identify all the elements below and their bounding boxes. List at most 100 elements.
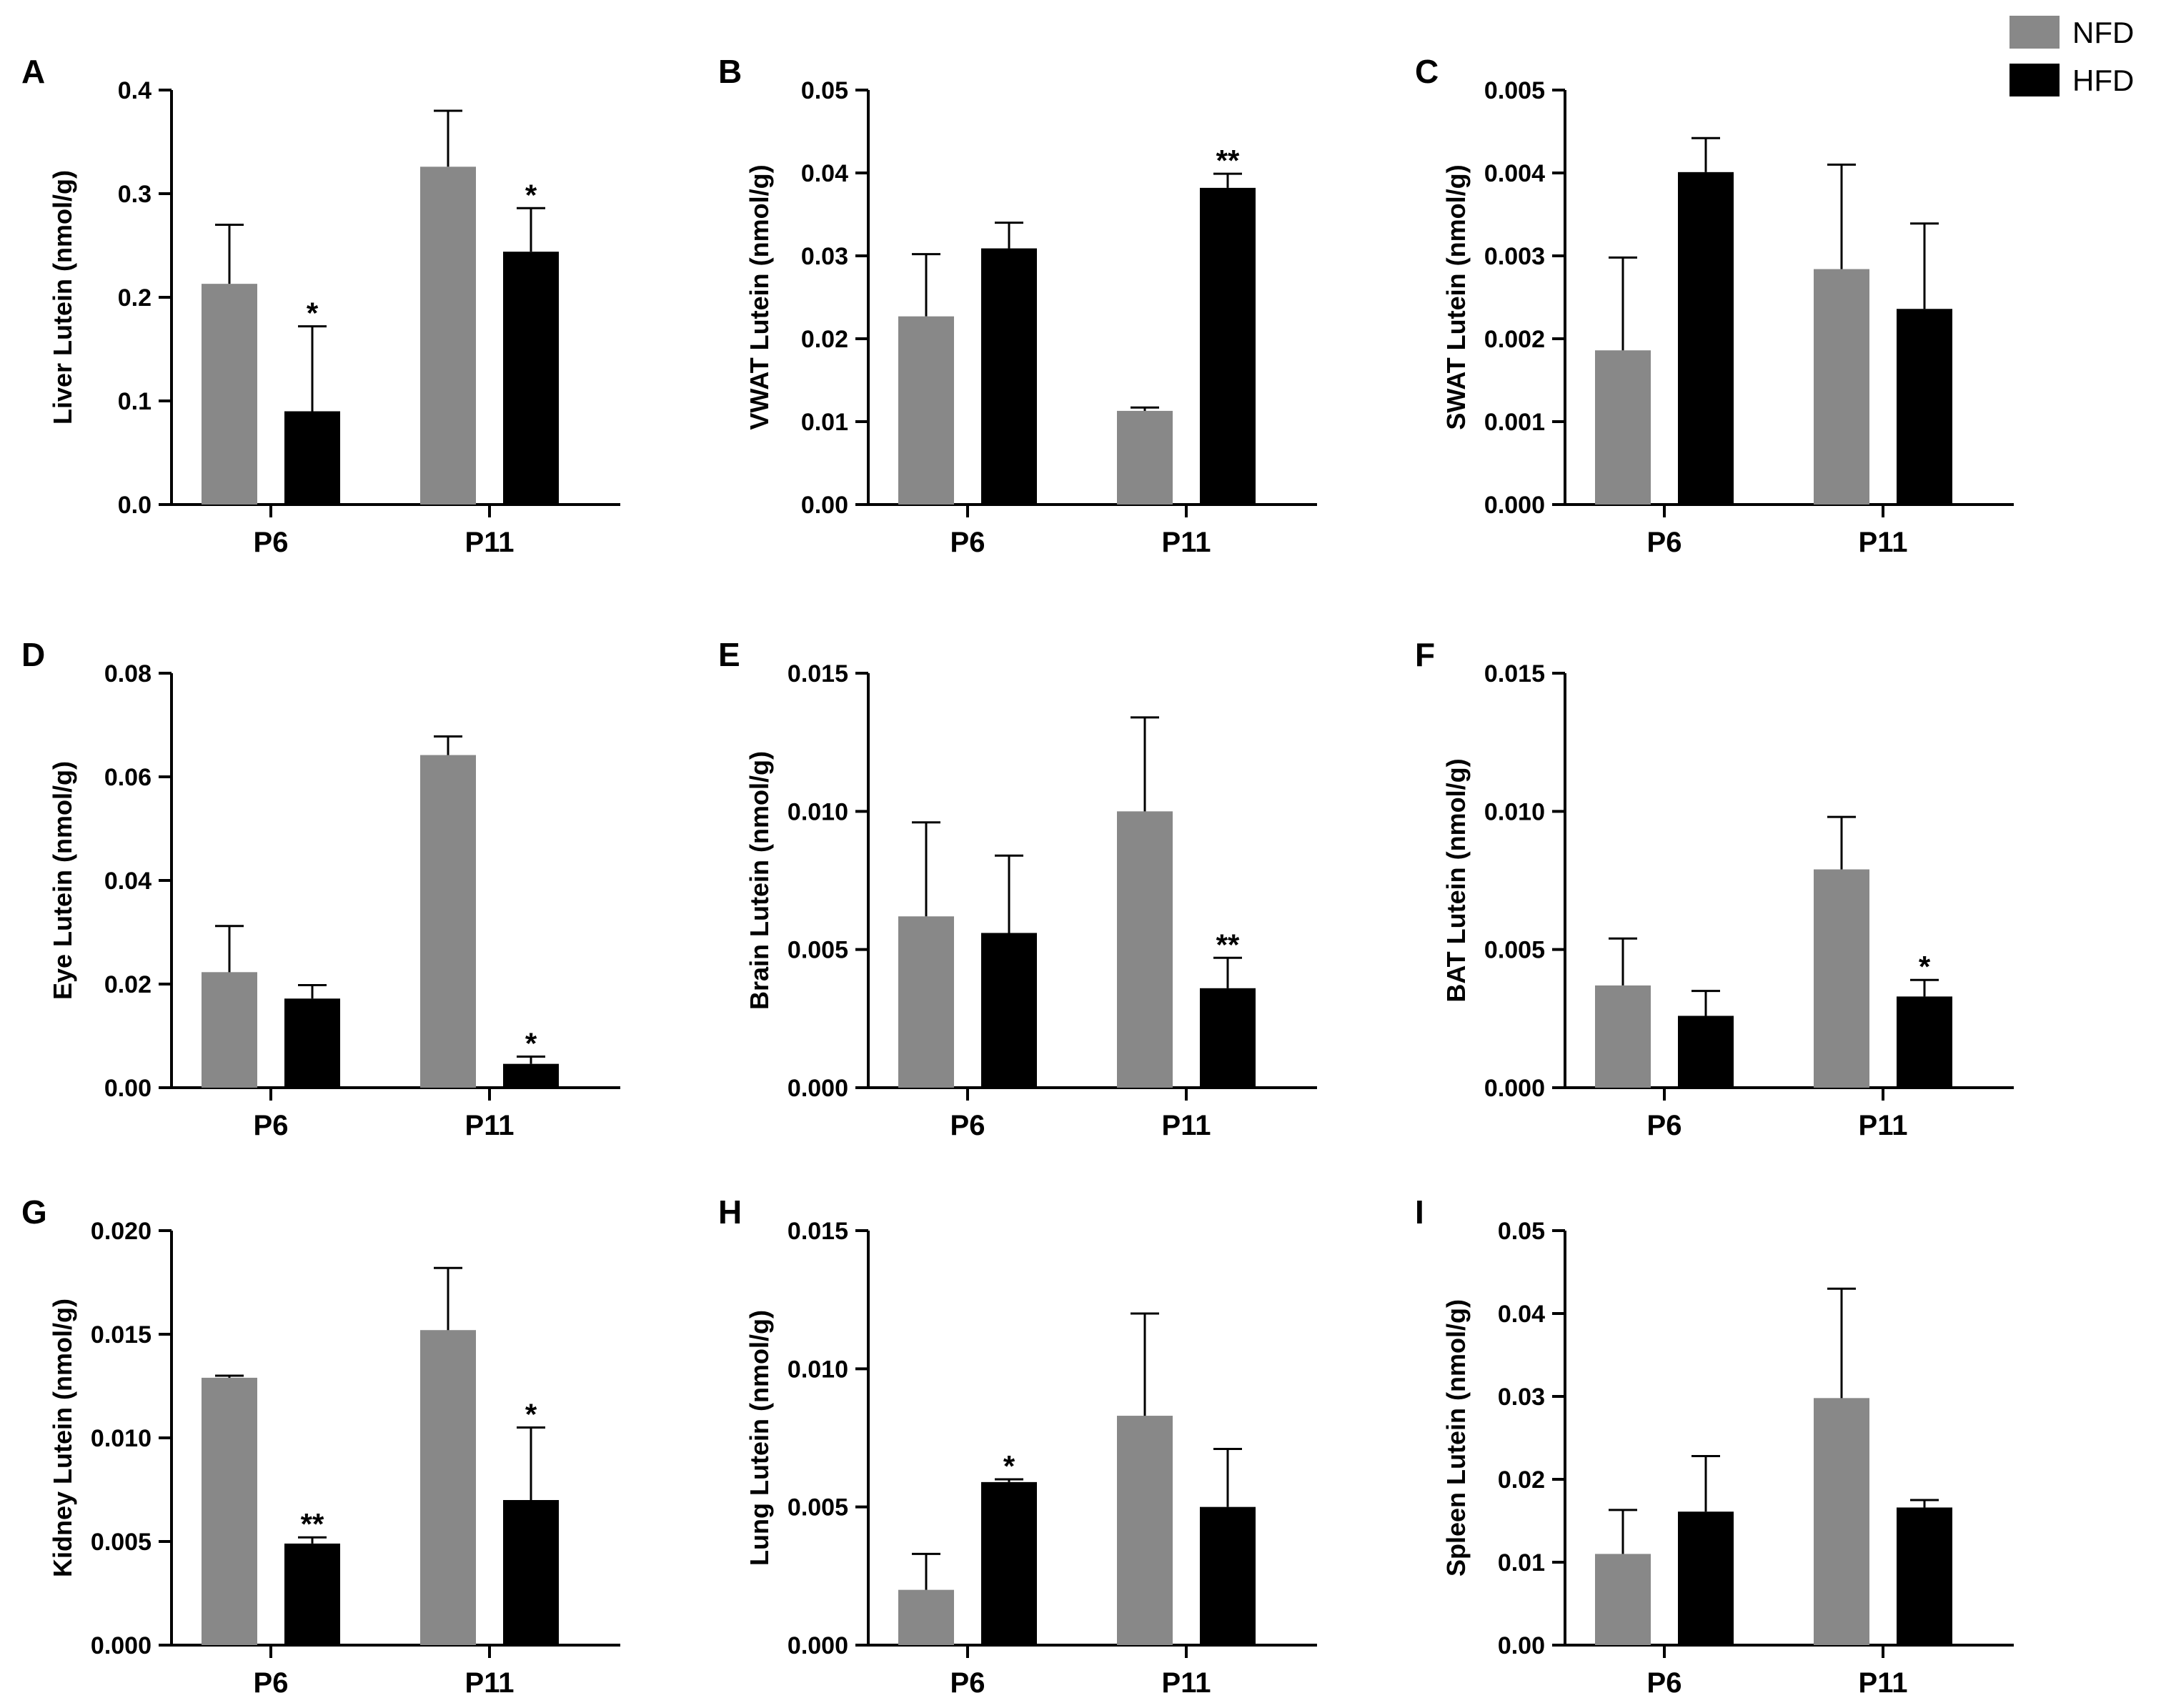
y-tick-label-b: 0.04: [801, 160, 848, 187]
y-tick-label-f: 0.005: [1484, 937, 1545, 964]
x-tick-label-f-p11: P11: [1859, 1110, 1908, 1141]
panel-a: A Liver Lutein (nmol/g) 0.0 0.1 0.2 0.3 0.4 * P6…: [21, 53, 620, 558]
bar-e-hfd-p6: [981, 933, 1037, 1088]
bar-c-hfd-p6: [1678, 172, 1734, 505]
significance-mark-a: *: [307, 297, 319, 330]
bar-d-hfd-p6: [284, 998, 340, 1088]
y-tick-label-a: 0.3: [118, 181, 151, 208]
x-tick-label-a-p6: P6: [254, 527, 289, 558]
panel-f: F BAT Lutein (nmol/g) 0.000 0.005 0.010 0.015…: [1415, 636, 2014, 1141]
panel-letter-b: B: [718, 53, 742, 90]
bar-b-nfd-p6: [898, 316, 954, 505]
panel-h: H Lung Lutein (nmol/g) 0.000 0.005 0.010 0.01…: [718, 1193, 1317, 1699]
legend-swatch-nfd: [2009, 16, 2060, 49]
bar-b-hfd-p6: [981, 248, 1037, 505]
panel-letter-e: E: [718, 636, 740, 673]
legend: NFD HFD: [2009, 16, 2134, 97]
x-tick-label-h-p11: P11: [1162, 1667, 1211, 1699]
y-tick-label-b: 0.02: [801, 326, 848, 353]
y-tick-label-i: 0.03: [1498, 1384, 1545, 1411]
bar-c-hfd-p11: [1897, 309, 1952, 505]
panel-letter-f: F: [1415, 636, 1435, 673]
significance-mark-e: **: [1216, 928, 1240, 961]
y-tick-label-d: 0.00: [104, 1075, 151, 1102]
bar-d-hfd-p11: [503, 1063, 559, 1088]
panel-letter-d: D: [21, 636, 45, 673]
significance-mark-b: **: [1216, 144, 1240, 177]
x-tick-label-d-p11: P11: [465, 1110, 515, 1141]
significance-mark-h: *: [1003, 1449, 1015, 1483]
bar-c-nfd-p11: [1814, 269, 1869, 505]
bar-h-nfd-p6: [898, 1589, 954, 1645]
y-tick-label-b: 0.00: [801, 492, 848, 519]
panel-d: D Eye Lutein (nmol/g) 0.00 0.02 0.04 0.06 0.08…: [21, 636, 620, 1141]
y-tick-label-a: 0.0: [118, 492, 151, 519]
y-tick-label-b: 0.01: [801, 409, 848, 436]
y-tick-label-e: 0.005: [788, 937, 848, 964]
y-tick-label-c: 0.001: [1484, 409, 1545, 436]
x-tick-label-g-p6: P6: [254, 1667, 289, 1699]
y-tick-label-b: 0.03: [801, 243, 848, 270]
y-axis-title-e: Brain Lutein (nmol/g): [745, 751, 774, 1010]
bar-e-nfd-p6: [898, 916, 954, 1088]
x-tick-label-c-p11: P11: [1859, 527, 1908, 558]
y-tick-label-h: 0.000: [788, 1632, 848, 1659]
y-tick-label-d: 0.02: [104, 971, 151, 998]
bar-i-hfd-p6: [1678, 1511, 1734, 1645]
y-axis-title-a: Liver Lutein (nmol/g): [48, 170, 77, 424]
bar-f-nfd-p6: [1595, 985, 1651, 1088]
y-tick-label-c: 0.000: [1484, 492, 1545, 519]
panel-b: B VWAT Lutein (nmol/g) 0.00 0.01 0.02 0.03 0.0…: [718, 53, 1317, 558]
panel-g: G Kidney Lutein (nmol/g) 0.000 0.005 0.010 0.…: [21, 1193, 620, 1699]
y-tick-label-g: 0.005: [91, 1529, 151, 1556]
bar-h-nfd-p11: [1117, 1416, 1173, 1645]
bar-f-hfd-p6: [1678, 1016, 1734, 1088]
y-tick-label-e: 0.000: [788, 1075, 848, 1102]
y-tick-label-h: 0.015: [788, 1218, 848, 1245]
bar-i-nfd-p6: [1595, 1554, 1651, 1645]
bar-b-nfd-p11: [1117, 410, 1173, 505]
y-tick-label-d: 0.08: [104, 660, 151, 687]
bar-d-nfd-p6: [202, 972, 257, 1088]
significance-mark-g: *: [525, 1398, 537, 1431]
y-axis-title-c: SWAT Lutein (nmol/g): [1441, 164, 1471, 430]
y-tick-label-f: 0.000: [1484, 1075, 1545, 1102]
y-tick-label-g: 0.015: [91, 1321, 151, 1349]
y-tick-label-d: 0.04: [104, 868, 151, 895]
y-tick-label-i: 0.05: [1498, 1218, 1545, 1245]
y-tick-label-g: 0.010: [91, 1425, 151, 1452]
bar-f-hfd-p11: [1897, 996, 1952, 1088]
y-tick-label-c: 0.002: [1484, 326, 1545, 353]
x-tick-label-d-p6: P6: [254, 1110, 289, 1141]
bar-f-nfd-p11: [1814, 869, 1869, 1088]
bar-e-nfd-p11: [1117, 811, 1173, 1088]
bar-i-hfd-p11: [1897, 1507, 1952, 1645]
panels: A Liver Lutein (nmol/g) 0.0 0.1 0.2 0.3 0.4 * P6…: [21, 53, 2014, 1699]
y-tick-label-c: 0.005: [1484, 77, 1545, 104]
y-tick-label-b: 0.05: [801, 77, 848, 104]
x-tick-label-i-p6: P6: [1647, 1667, 1682, 1699]
y-tick-label-i: 0.00: [1498, 1632, 1545, 1659]
bar-a-nfd-p11: [420, 167, 476, 505]
x-tick-label-i-p11: P11: [1859, 1667, 1908, 1699]
panel-letter-i: I: [1415, 1193, 1424, 1231]
panel-e: E Brain Lutein (nmol/g) 0.000 0.005 0.010 0.0…: [718, 636, 1317, 1141]
y-tick-label-f: 0.010: [1484, 798, 1545, 825]
panel-letter-g: G: [21, 1193, 47, 1231]
y-tick-label-e: 0.015: [788, 660, 848, 687]
y-axis-title-g: Kidney Lutein (nmol/g): [48, 1299, 77, 1577]
y-tick-label-i: 0.01: [1498, 1549, 1545, 1577]
bar-a-hfd-p6: [284, 411, 340, 505]
bar-i-nfd-p11: [1814, 1398, 1869, 1645]
panel-letter-a: A: [21, 53, 45, 90]
y-axis-title-b: VWAT Lutein (nmol/g): [745, 164, 774, 430]
panel-letter-h: H: [718, 1193, 742, 1231]
bar-e-hfd-p11: [1200, 988, 1256, 1088]
panel-i: I Spleen Lutein (nmol/g) 0.00 0.01 0.02 0.03 0…: [1415, 1193, 2014, 1699]
y-tick-label-g: 0.000: [91, 1632, 151, 1659]
bar-g-hfd-p6: [284, 1543, 340, 1645]
x-tick-label-b-p6: P6: [950, 527, 985, 558]
x-tick-label-a-p11: P11: [465, 527, 515, 558]
y-tick-label-e: 0.010: [788, 798, 848, 825]
